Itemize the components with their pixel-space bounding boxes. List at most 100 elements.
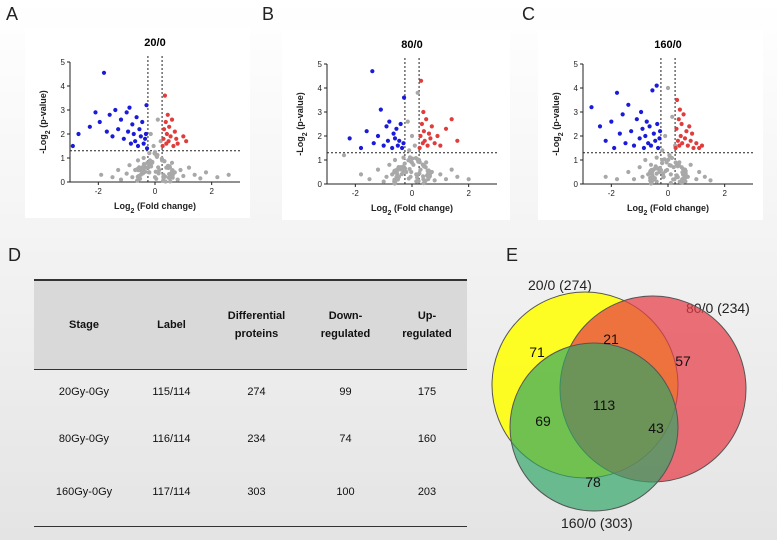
x-axis-label: Log2 (Fold change) — [371, 203, 453, 217]
up-regulated-point — [677, 143, 682, 148]
non-significant-point — [654, 171, 659, 176]
up-regulated-point — [181, 134, 186, 139]
differential-proteins-table: Stage Label Differential proteins Down-re… — [34, 279, 467, 527]
non-significant-point — [392, 168, 398, 173]
non-significant-point — [381, 179, 386, 184]
up-regulated-point — [676, 117, 681, 122]
non-significant-point — [159, 156, 164, 161]
down-regulated-point — [138, 134, 143, 139]
up-regulated-point — [432, 141, 437, 146]
non-significant-point — [603, 174, 608, 179]
non-significant-point — [424, 160, 429, 165]
x-tick-label: 2 — [722, 189, 727, 198]
non-significant-point — [118, 177, 124, 182]
row-down: 74 — [339, 433, 352, 445]
non-significant-point — [407, 155, 413, 160]
down-regulated-point — [654, 83, 659, 88]
non-significant-point — [135, 158, 141, 163]
table-header: Stage Label Differential proteins Down-re… — [34, 279, 467, 370]
up-regulated-point — [421, 109, 426, 115]
down-regulated-point — [401, 141, 406, 146]
non-significant-point — [665, 85, 671, 91]
down-regulated-point — [124, 110, 129, 115]
non-significant-point — [640, 174, 645, 179]
non-significant-point — [395, 177, 400, 182]
x-axis-label: Log2 (Fold change) — [627, 203, 709, 217]
down-regulated-point — [125, 129, 131, 134]
non-significant-point — [420, 174, 426, 179]
non-significant-point — [152, 151, 157, 156]
up-regulated-point — [694, 141, 699, 146]
down-regulated-point — [137, 127, 142, 132]
non-significant-point — [661, 171, 666, 176]
up-regulated-point — [167, 124, 172, 129]
non-significant-point — [653, 165, 658, 170]
up-regulated-point — [697, 145, 702, 151]
venn-label-20-0: 20/0 (274) — [528, 277, 592, 293]
row-up: 175 — [417, 386, 437, 398]
down-regulated-point — [643, 133, 648, 139]
non-significant-point — [198, 176, 203, 181]
up-regulated-point — [160, 143, 165, 149]
non-significant-point — [670, 114, 675, 119]
non-significant-point — [168, 175, 173, 180]
up-regulated-point — [435, 133, 440, 139]
panel-letter-c: C — [522, 4, 535, 24]
header-up-regulated: Up-regulated — [402, 310, 452, 340]
down-regulated-point — [650, 88, 655, 93]
non-significant-point — [162, 159, 167, 164]
panel-letter-b: B — [262, 4, 275, 24]
up-regulated-point — [417, 145, 422, 151]
non-significant-point — [155, 117, 160, 122]
down-regulated-point — [638, 109, 644, 115]
down-regulated-point — [144, 146, 150, 151]
down-regulated-point — [116, 127, 121, 132]
up-regulated-point — [680, 141, 685, 146]
non-significant-point — [665, 167, 670, 173]
y-tick-label: 2 — [574, 132, 579, 141]
row-down: 100 — [336, 486, 355, 498]
row-differential: 234 — [247, 433, 266, 445]
non-significant-point — [649, 179, 655, 184]
header-differential-proteins: Differential proteins — [227, 310, 286, 340]
down-regulated-point — [364, 129, 369, 134]
non-significant-point — [614, 177, 620, 182]
up-regulated-point — [687, 124, 692, 129]
down-regulated-point — [641, 145, 647, 151]
down-regulated-point — [631, 143, 637, 148]
non-significant-point — [631, 177, 637, 182]
non-significant-point — [683, 179, 688, 184]
non-significant-point — [392, 177, 397, 182]
up-regulated-point — [175, 141, 180, 146]
non-significant-point — [708, 178, 713, 183]
down-regulated-point — [395, 143, 400, 148]
non-significant-point — [417, 171, 422, 176]
y-tick-label: 5 — [574, 60, 579, 69]
volcano-plot-a: 20/0 0 1 2 3 4 5 -2 0 2 Log2 (Fold change) -Log2 (p… — [25, 28, 250, 218]
up-regulated-point — [166, 139, 171, 144]
up-regulated-point — [428, 136, 433, 141]
non-significant-point — [161, 175, 166, 180]
non-significant-point — [156, 165, 161, 170]
x-tick-label: 0 — [410, 189, 415, 198]
non-significant-point — [145, 160, 150, 165]
panel-letter-a: A — [6, 4, 19, 24]
non-significant-point — [648, 162, 654, 167]
plot-title: 160/0 — [654, 39, 682, 51]
down-regulated-point — [371, 141, 376, 146]
down-regulated-point — [637, 136, 642, 141]
non-significant-point — [367, 177, 372, 182]
x-tick-label: 2 — [209, 187, 214, 196]
non-significant-point — [158, 139, 163, 144]
venn-region-80-only: 57 — [675, 353, 691, 369]
down-regulated-point — [141, 141, 146, 146]
row-stage: 20Gy-0Gy — [58, 386, 110, 398]
non-significant-point — [149, 164, 154, 169]
down-regulated-point — [390, 145, 395, 151]
non-significant-point — [146, 170, 151, 175]
non-significant-point — [423, 178, 428, 184]
up-regulated-point — [455, 138, 460, 143]
non-significant-point — [626, 169, 631, 175]
non-significant-point — [175, 177, 180, 182]
non-significant-point — [156, 171, 161, 176]
